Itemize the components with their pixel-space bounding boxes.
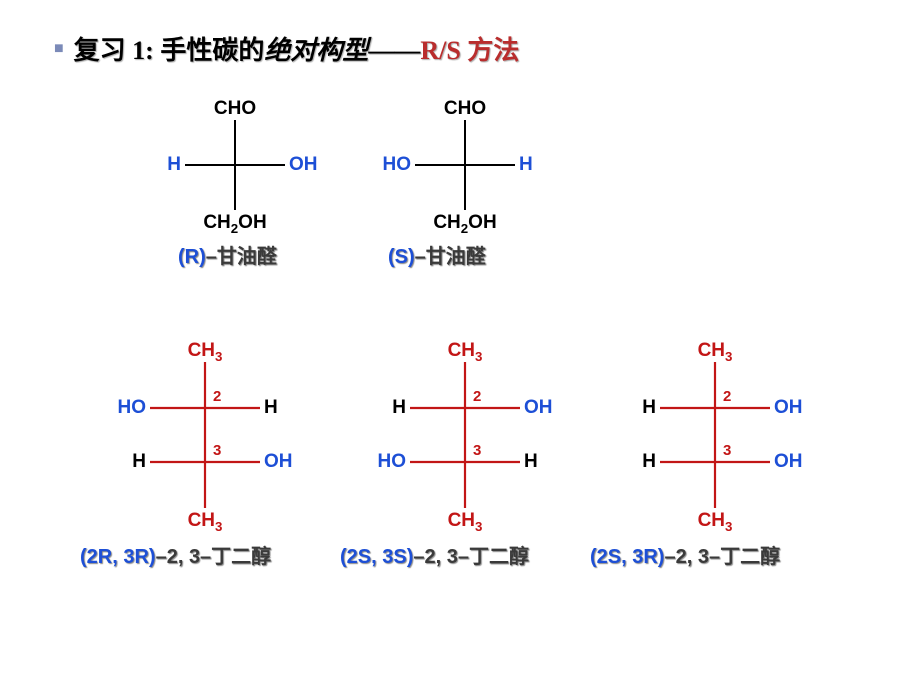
molecule-caption: (2R, 3R)–2, 3–丁二醇 <box>80 540 271 569</box>
atom-label: 2 <box>213 388 221 405</box>
atom-label: H <box>642 397 656 419</box>
atom-label: H <box>167 154 181 176</box>
atom-label: CHO <box>214 98 256 120</box>
atom-label: H <box>642 451 656 473</box>
atom-label: CHO <box>444 98 486 120</box>
bullet-icon: ■ <box>54 40 64 58</box>
molecule-caption: (2S, 3S)–2, 3–丁二醇 <box>340 540 529 569</box>
atom-label: 2 <box>723 388 731 405</box>
atom-label: 3 <box>473 442 481 459</box>
atom-label: H <box>264 397 278 419</box>
atom-label: CH2OH <box>203 212 266 236</box>
atom-label: H <box>392 397 406 419</box>
atom-label: OH <box>774 397 803 419</box>
title-text: 复习 1: 手性碳的绝对构型——R/S 方法 <box>74 30 520 67</box>
atom-label: H <box>519 154 533 176</box>
molecule-row2-2: CH3CH3HOHHOH23 <box>630 340 800 530</box>
atom-label: H <box>132 451 146 473</box>
atom-label: CH3 <box>188 510 223 534</box>
atom-label: 2 <box>473 388 481 405</box>
atom-label: CH3 <box>448 510 483 534</box>
molecule-row1-0: CHOCH2OHHOH <box>160 100 310 230</box>
atom-label: CH3 <box>448 340 483 364</box>
atom-label: CH3 <box>698 510 733 534</box>
atom-label: OH <box>289 154 318 176</box>
atom-label: 3 <box>723 442 731 459</box>
molecule-caption: (S)–甘油醛 <box>388 240 486 269</box>
molecule-row1-1: CHOCH2OHHOH <box>390 100 540 230</box>
atom-label: CH3 <box>188 340 223 364</box>
atom-label: 3 <box>213 442 221 459</box>
molecule-caption: (R)–甘油醛 <box>178 240 277 269</box>
atom-label: OH <box>774 451 803 473</box>
molecule-caption: (2S, 3R)–2, 3–丁二醇 <box>590 540 780 569</box>
atom-label: OH <box>264 451 293 473</box>
atom-label: CH2OH <box>433 212 496 236</box>
slide-title: ■ 复习 1: 手性碳的绝对构型——R/S 方法 <box>54 30 519 67</box>
atom-label: HO <box>378 451 407 473</box>
atom-label: H <box>524 451 538 473</box>
atom-label: HO <box>383 154 412 176</box>
molecule-row2-1: CH3CH3HOHHOH23 <box>380 340 550 530</box>
atom-label: HO <box>118 397 147 419</box>
atom-label: CH3 <box>698 340 733 364</box>
molecule-row2-0: CH3CH3HOHHOH23 <box>120 340 290 530</box>
atom-label: OH <box>524 397 553 419</box>
